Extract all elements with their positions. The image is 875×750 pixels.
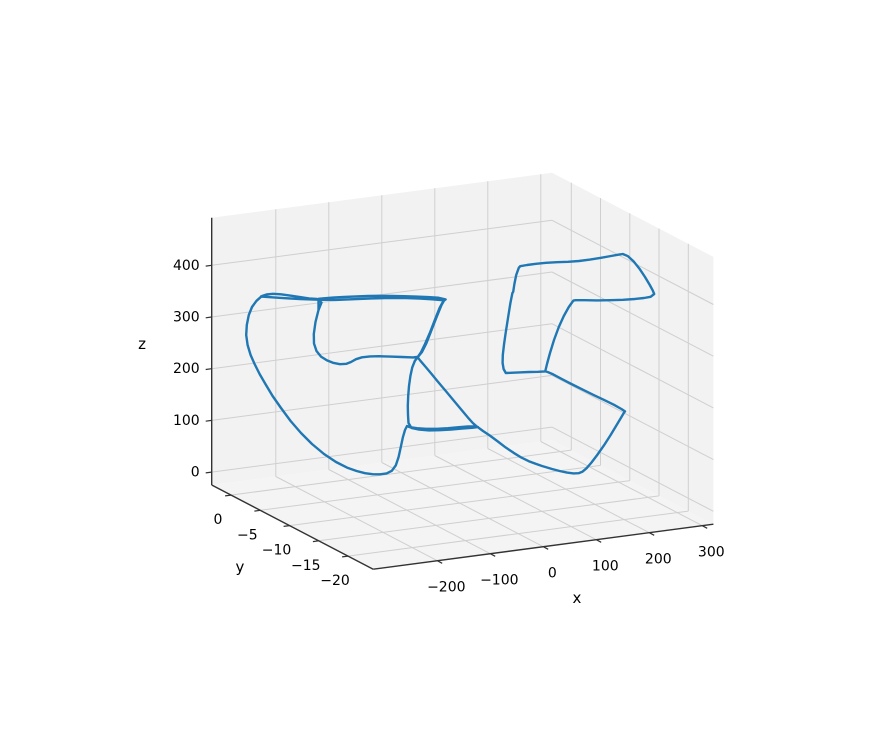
gridline-y-floor [230,449,572,496]
z-tick-label: 400 [173,258,200,274]
trajectory-line [244,252,656,476]
x-tick-label: 100 [592,559,619,575]
z-tick [205,264,212,267]
x-tick-label: 200 [645,552,672,568]
gridline-z-right [551,374,714,461]
x-axis-title: x [573,589,582,607]
y-axis-spine [211,484,374,570]
gridline-x-floor [540,441,703,527]
x-tick [649,532,655,536]
z-tick [205,419,212,422]
gridline-z-left [211,426,553,473]
y-tick-label: −10 [262,543,292,559]
z-tick-label: 0 [191,465,200,481]
y-tick-label: −20 [320,573,350,589]
y-tick-label: −5 [237,527,258,543]
z-tick [205,368,212,371]
gridline-z-right [551,271,714,357]
gridline-z-left [211,271,553,318]
x-tick-label: 300 [698,545,725,561]
z-tick-label: 300 [173,310,200,326]
y-tick [312,540,319,543]
gridline-z-right [551,426,714,512]
gridline-z-left [211,323,553,370]
gridline-x-floor [275,476,438,562]
gridline-x-floor [328,469,491,555]
gridline-x-floor [487,448,650,534]
x-tick [596,539,602,543]
z-axis-title: z [138,335,146,353]
y-tick [342,555,349,558]
gridline-x-floor [381,462,544,548]
gridline-z-right [551,323,714,409]
y-tick [254,509,261,512]
z-tick [205,471,212,474]
y-tick-label: −15 [291,558,321,574]
gridline-y-floor [260,464,601,511]
z-tick-label: 200 [173,361,200,377]
y-tick-label: 0 [214,512,223,528]
z-tick [205,316,212,319]
gridline-y-floor [347,510,689,557]
x-tick [543,546,549,550]
gridline-y-floor [289,480,630,527]
pane-right-wall [552,172,714,525]
x-tick [490,553,496,557]
gridline-z-left [211,219,553,266]
gridline-z-left [211,374,553,421]
x-tick-label: −100 [480,573,518,589]
gridline-z-right [551,219,714,305]
x-tick-label: −200 [427,580,465,596]
x-tick [702,525,708,529]
z-tick-label: 100 [173,413,200,429]
y-axis-title: y [236,558,245,576]
x-tick [437,560,443,564]
gridline-y-floor [318,495,660,542]
y-tick [283,525,290,527]
x-tick-label: 0 [548,566,557,582]
y-tick [225,494,232,497]
gridline-x-floor [434,455,597,541]
